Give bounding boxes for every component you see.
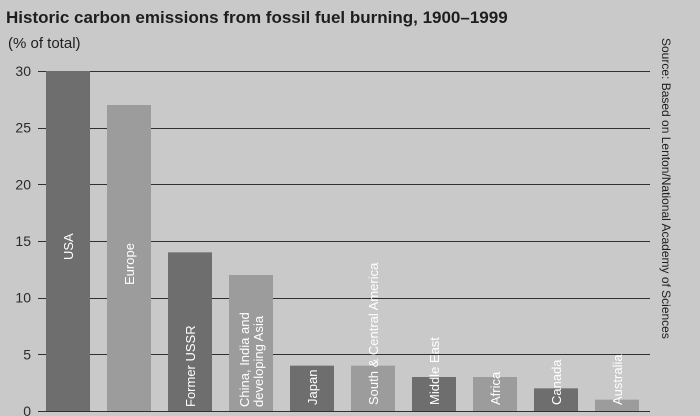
bar: [229, 275, 273, 411]
y-tick-label: 0: [23, 403, 31, 416]
bar-label: South & Central America: [366, 262, 381, 405]
bar-label: USA: [61, 233, 76, 260]
y-tick-label: 15: [15, 233, 31, 249]
bar-label: Japan: [305, 370, 320, 405]
bar-label-group: Former USSR: [183, 325, 198, 407]
y-axis-ticks: 0 5 10 15 20 25 30: [15, 63, 31, 416]
bar-label-group: Japan: [305, 370, 320, 405]
bar-label-group: Africa: [488, 371, 503, 405]
bar-label-group: Australia: [610, 354, 625, 405]
y-tick-label: 10: [15, 290, 31, 306]
bar-label-group: Middle East: [427, 337, 442, 405]
bar: [168, 252, 212, 411]
bars: [46, 71, 639, 411]
bar-label-group: South & Central America: [366, 262, 381, 405]
y-tick-label: 25: [15, 120, 31, 136]
bar-label: Africa: [488, 371, 503, 405]
bar: [595, 399, 639, 411]
chart-subtitle: (% of total): [8, 35, 81, 52]
bar: [351, 365, 395, 411]
bar: [290, 365, 334, 411]
y-tick-label: 30: [15, 63, 31, 79]
bar-labels: USA Europe Former USSR China, India and deve…: [61, 233, 625, 407]
bar: [473, 377, 517, 411]
y-tick-label: 20: [15, 176, 31, 192]
bar-label-group: Canada: [549, 359, 564, 405]
chart-title: Historic carbon emissions from fossil fu…: [6, 8, 508, 27]
y-tick-label: 5: [23, 346, 31, 362]
bar: [46, 71, 90, 411]
bar: [107, 105, 151, 411]
bar-label: Australia: [610, 354, 625, 405]
bar-label: Europe: [122, 243, 137, 285]
bar-label-group: USA: [61, 233, 76, 260]
bar-label: China, India and: [237, 312, 252, 407]
bar-label: Middle East: [427, 337, 442, 405]
bar: [534, 388, 578, 411]
bar-label: Former USSR: [183, 325, 198, 407]
bar: [412, 377, 456, 411]
bar-label-group: Europe: [122, 243, 137, 285]
bar-label: developing Asia: [251, 315, 266, 407]
bar-label-group: China, India and developing Asia: [237, 312, 266, 407]
bar-label: Canada: [549, 359, 564, 405]
